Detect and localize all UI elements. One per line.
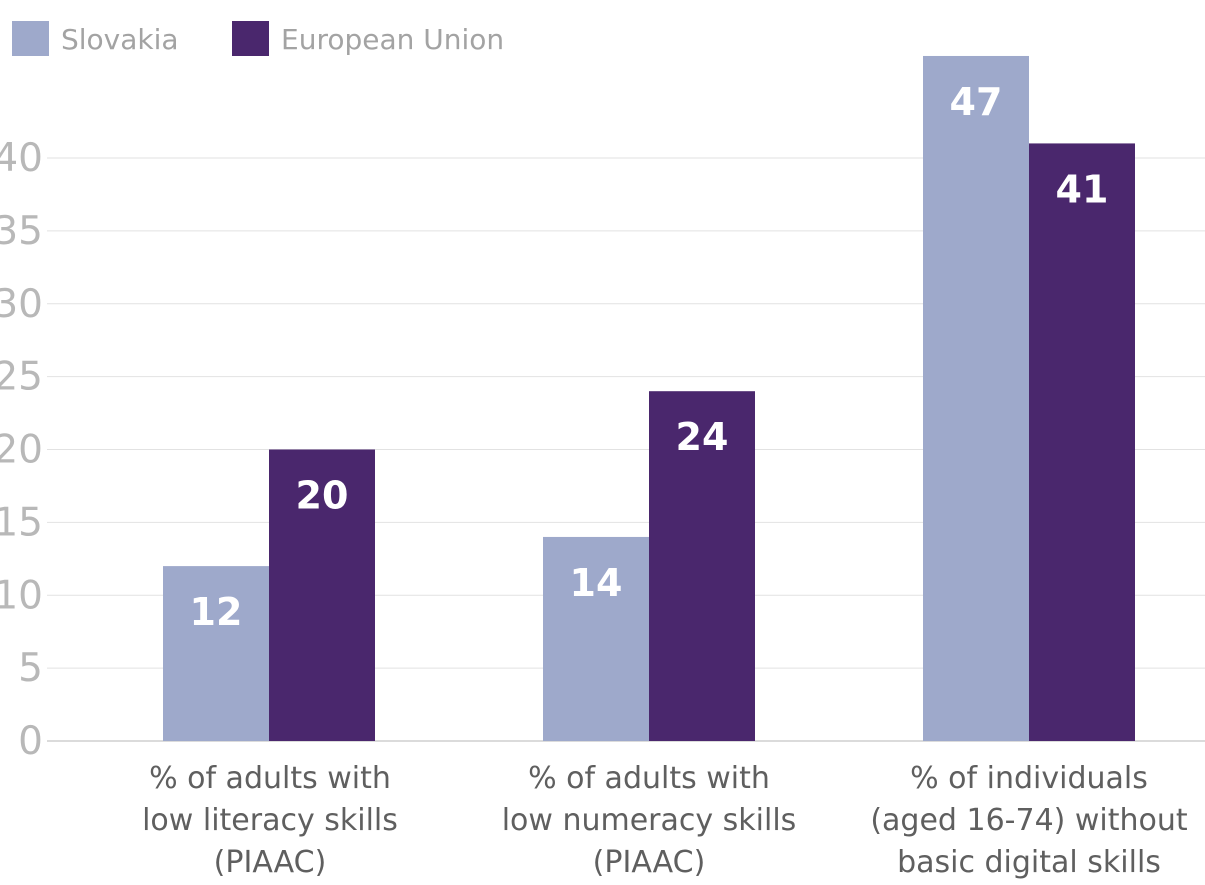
legend-swatch-european-union [232,21,269,56]
legend: Slovakia European Union [12,21,504,56]
category-label-1-line-3: (PIAAC) [214,845,327,880]
y-axis-tick-label: 10 [0,573,43,618]
category-label-2-line-3: (PIAAC) [593,845,706,880]
bar-value-label: 12 [190,590,243,634]
legend-swatch-slovakia [12,21,49,56]
bar-value-label: 24 [676,415,729,459]
y-axis-tick-label: 5 [18,646,43,691]
legend-label-slovakia: Slovakia [61,23,179,56]
bar-european-union-2 [649,391,755,741]
bar-value-label: 20 [296,474,349,518]
y-axis-tick-label: 35 [0,209,43,254]
bar-european-union-3 [1029,143,1135,742]
category-labels: % of adults with low literacy skills (PIAA… [142,761,1188,880]
bar-slovakia-2 [543,536,649,741]
y-axis-tick-label: 15 [0,500,43,545]
y-axis-tick-label: 30 [0,282,43,327]
category-label-2-line-2: low numeracy skills [502,803,797,838]
category-label-1-line-1: % of adults with [149,761,391,796]
category-label-3-line-2: (aged 16-74) without [870,803,1188,838]
y-axis-tick-label: 0 [18,719,43,764]
category-label-3-line-1: % of individuals [910,761,1148,796]
category-label-3-line-3: basic digital skills [897,845,1161,880]
y-axis: 0 5 10 15 20 25 30 35 40 [0,136,43,764]
bar-slovakia-3 [923,55,1029,742]
legend-label-european-union: European Union [281,23,504,56]
bar-value-label: 47 [950,80,1003,124]
bars [163,55,1135,742]
bar-european-union-1 [269,449,375,741]
y-axis-tick-label: 25 [0,355,43,400]
category-label-2-line-1: % of adults with [528,761,770,796]
bar-slovakia-1 [163,566,269,741]
bar-value-label: 41 [1056,167,1109,211]
category-label-1-line-2: low literacy skills [142,803,398,838]
bar-value-label: 14 [570,561,623,605]
y-axis-tick-label: 20 [0,428,43,473]
y-axis-tick-label: 40 [0,136,43,181]
data-labels: 12 20 14 24 47 41 [190,80,1109,634]
